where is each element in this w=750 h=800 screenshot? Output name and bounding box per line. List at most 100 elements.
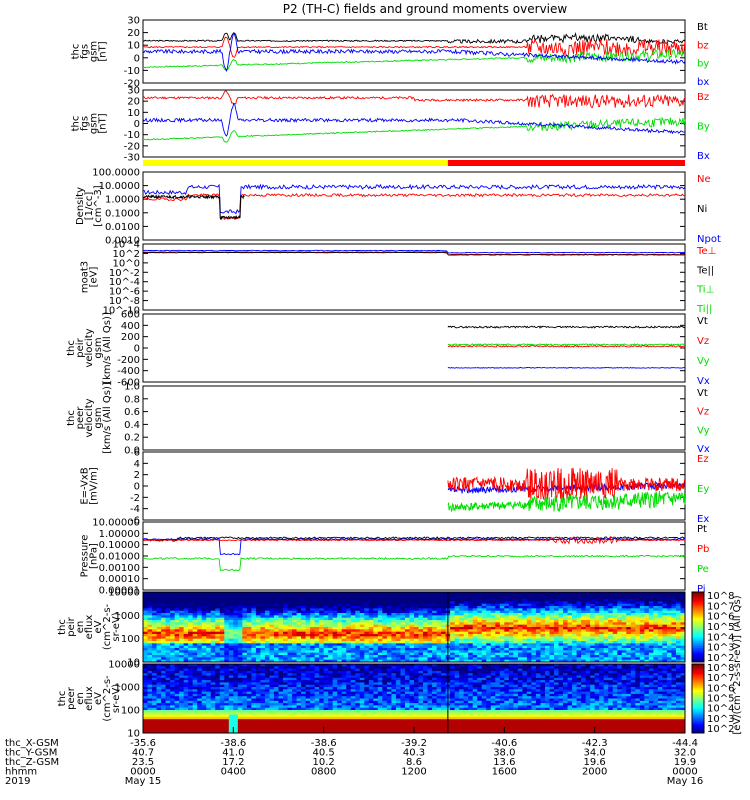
spectrogram-cell [554,645,559,649]
spectrogram-cell [152,620,157,623]
spectrogram-cell [255,703,261,706]
spectrogram-cell [233,696,239,699]
spectrogram-cell [143,610,148,614]
spectrogram-cell [581,592,587,595]
spectrogram-cell [287,636,293,640]
spectrogram-cell [472,617,478,621]
spectrogram-cell [463,615,469,619]
spectrogram-cell [395,650,401,654]
spectrogram-cell [585,617,591,621]
spectrogram-cell [639,608,645,612]
spectrogram-cell [386,592,392,595]
spectrogram-cell [517,617,523,621]
spectrogram-cell [305,716,311,720]
spectrogram-cell [635,627,641,630]
spectrogram-cell [161,629,166,633]
spectrogram-cell [283,664,288,667]
spectrogram-cell [441,659,447,663]
spectrogram-cell [210,645,216,649]
spectrogram-cell [170,670,176,674]
spectrogram-cell [432,610,437,614]
spectrogram-cell [179,629,185,633]
spectrogram-cell [251,675,257,679]
spectrogram-cell [156,684,162,688]
spectrogram-cell [310,610,316,614]
spectrogram-cell [255,608,261,612]
spectrogram-cell [233,730,239,734]
spectrogram-cell [450,627,456,630]
spectrogram-cell [152,687,157,690]
spectrogram-cell [201,728,207,732]
spectrogram-cell [210,617,216,621]
spectrogram-cell [292,655,297,658]
spectrogram-cell [319,655,325,658]
spectrogram-cell [346,594,352,598]
spectrogram-cell [373,606,379,609]
spectrogram-cell [404,634,410,637]
spectrogram-cell [215,659,221,663]
spectrogram-cell [264,684,270,688]
spectrogram-cell [644,615,650,619]
spectrogram-cell [653,636,659,640]
spectrogram-cell [170,666,176,669]
spectrogram-cell [585,606,591,609]
spectrogram-cell [260,712,266,715]
spectrogram-cell [224,707,230,711]
spectrogram-cell [418,638,424,642]
spectrogram-cell [188,698,194,702]
spectrogram-cell [215,601,221,605]
spectrogram-cell [544,638,550,642]
spectrogram-cell [278,601,284,605]
spectrogram-cell [477,643,483,647]
spectrogram-cell [165,629,171,633]
spectrogram-cell [436,617,442,621]
spectrogram-cell [183,652,189,656]
spectrogram-cell [251,684,257,688]
spectrogram-cell [522,620,528,623]
spectrogram-cell [468,622,474,626]
spectrogram-cell [513,631,519,635]
spectrogram-cell [242,675,248,679]
spectrogram-cell [558,655,564,658]
spectrogram-cell [296,705,302,709]
spectrogram-cell [612,606,618,609]
spectrogram-cell [156,680,162,683]
spectrogram-cell [310,682,316,686]
spectrogram-cell [508,641,514,644]
spectrogram-cell [531,645,537,649]
spectrogram-cell [675,601,681,605]
spectrogram-cell [373,643,379,647]
spectrogram-cell [653,622,659,626]
spectrogram-cell [612,596,618,600]
spectrogram-cell [409,603,415,607]
spectrogram-cell [576,599,582,602]
spectrogram-cell [617,592,623,595]
spectrogram-cell [161,726,166,729]
spectrogram-cell [246,641,252,644]
spectrogram-cell [341,624,347,628]
spectrogram-cell [657,615,663,619]
spectrogram-cell [513,645,519,649]
spectrogram-cell [549,638,555,642]
spectrogram-cell [251,680,257,683]
spectrogram-cell [468,620,474,623]
spectrogram-cell [296,680,302,683]
spectrogram-cell [472,657,478,661]
spectrogram-cell [391,601,397,605]
spectrogram-cell [436,599,442,602]
spectrogram-cell [305,710,311,713]
spectrogram-cell [450,652,456,656]
spectrogram-cell [648,641,654,644]
spectrogram-cell [206,719,212,722]
spectrogram-cell [296,641,302,644]
spectrogram-cell [657,610,663,614]
spectrogram-cell [305,721,311,725]
spectrogram-cell [319,657,325,661]
spectrogram-cell [332,648,338,651]
spectrogram-cell [174,631,180,635]
spectrogram-cell [599,624,605,628]
spectrogram-cell [657,643,663,647]
spectrogram-cell [350,610,356,614]
spectrogram-cell [219,624,225,628]
spectrogram-cell [486,608,492,612]
